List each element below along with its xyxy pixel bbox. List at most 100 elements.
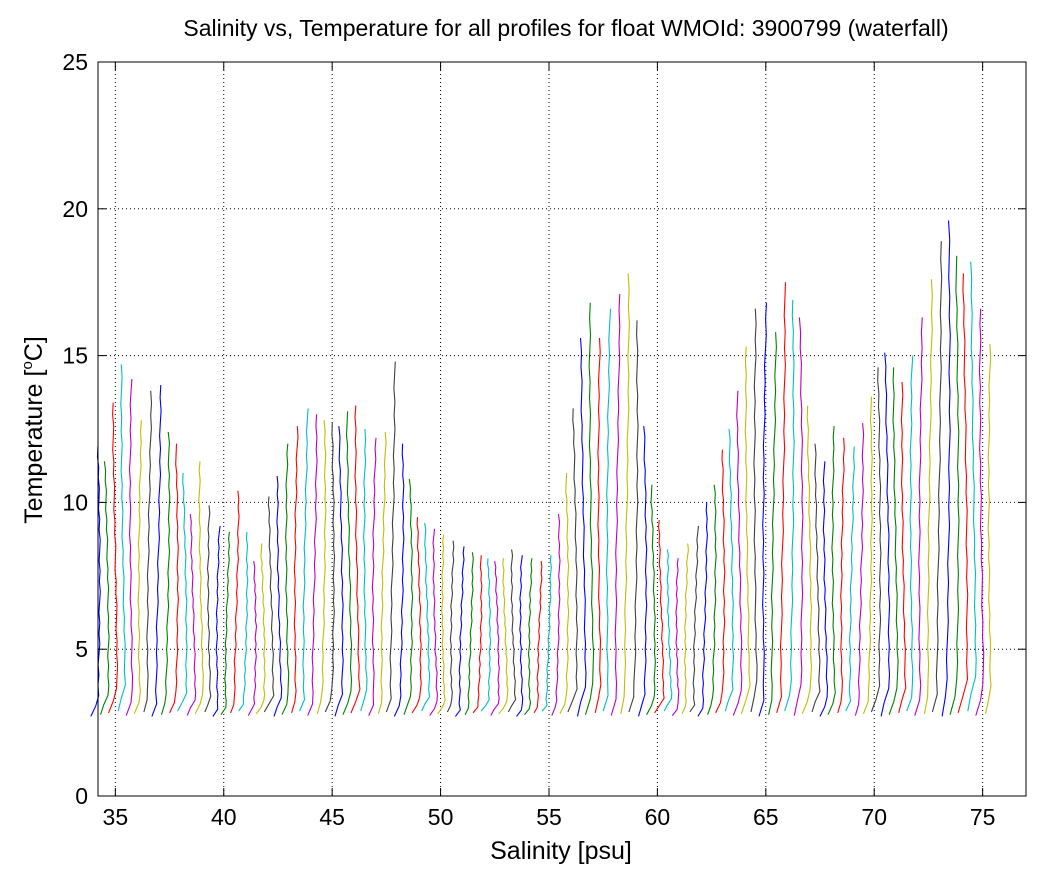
profile-line bbox=[880, 352, 891, 717]
profile-line bbox=[151, 384, 162, 717]
profile-line bbox=[90, 446, 101, 717]
profile-line bbox=[567, 408, 578, 713]
profile-line bbox=[914, 317, 923, 716]
y-tick-label: 15 bbox=[62, 343, 88, 369]
profile-line bbox=[957, 273, 969, 714]
profile-line bbox=[654, 519, 665, 714]
profile-line bbox=[507, 549, 517, 713]
profile-line bbox=[923, 279, 933, 714]
profile-line bbox=[576, 337, 587, 717]
profile-line bbox=[230, 490, 240, 714]
profile-line bbox=[628, 320, 639, 713]
profile-line bbox=[194, 461, 204, 715]
profile-line bbox=[342, 411, 353, 715]
profile-line bbox=[307, 414, 318, 716]
profile-line bbox=[480, 558, 492, 712]
profile-line bbox=[671, 558, 680, 716]
profile-line bbox=[291, 426, 299, 714]
profile-line bbox=[212, 525, 221, 717]
profile-line bbox=[854, 423, 865, 716]
profile-line bbox=[827, 426, 836, 715]
profile-line bbox=[220, 531, 230, 716]
profile-line bbox=[758, 302, 768, 717]
profile-line bbox=[385, 361, 396, 713]
profile-line bbox=[793, 317, 804, 716]
profile-line bbox=[143, 390, 153, 713]
profile-line bbox=[862, 396, 873, 715]
x-tick-label: 60 bbox=[645, 804, 671, 830]
profile-line bbox=[377, 431, 387, 714]
x-tick-label: 45 bbox=[319, 804, 345, 830]
y-axis-label-superscript: o bbox=[19, 361, 36, 369]
profile-line bbox=[454, 546, 465, 717]
profile-line bbox=[811, 443, 821, 713]
profile-line bbox=[429, 528, 438, 716]
profile-line bbox=[238, 531, 249, 712]
profile-line bbox=[732, 390, 743, 716]
profile-line bbox=[186, 514, 197, 716]
profile-line bbox=[160, 431, 171, 715]
profile-line bbox=[967, 261, 977, 712]
profile-line bbox=[551, 514, 561, 716]
profile-line bbox=[421, 522, 431, 712]
profile-line bbox=[169, 443, 179, 714]
x-tick-label: 70 bbox=[861, 804, 887, 830]
profile-line bbox=[255, 543, 266, 715]
profile-line bbox=[472, 555, 483, 714]
profile-line bbox=[117, 364, 127, 712]
x-axis-label: Salinity [psu] bbox=[490, 837, 632, 865]
profile-line bbox=[740, 346, 751, 714]
profile-line bbox=[931, 241, 943, 713]
profile-line bbox=[681, 543, 689, 715]
profile-line bbox=[898, 381, 907, 714]
profile-line bbox=[837, 437, 845, 714]
profile-line bbox=[437, 534, 446, 715]
profile-line bbox=[316, 420, 327, 714]
profile-line bbox=[516, 555, 524, 717]
profile-line bbox=[715, 449, 726, 714]
profile-line bbox=[107, 402, 119, 714]
profile-line bbox=[724, 428, 735, 712]
profile-line bbox=[750, 308, 758, 713]
chart-title: Salinity vs, Temperature for all profile… bbox=[183, 15, 948, 41]
profile-line bbox=[689, 525, 700, 713]
profile-line bbox=[541, 555, 552, 712]
grid-lines bbox=[98, 62, 1026, 796]
axis-ticks: 35 40 45 50 55 60 65 70 75 0 5 10 15 20 25 bbox=[62, 49, 1026, 830]
x-tick-label: 55 bbox=[536, 804, 562, 830]
profile-line bbox=[984, 343, 992, 714]
profile-line bbox=[845, 446, 855, 712]
profile-line bbox=[975, 308, 985, 716]
profile-line bbox=[801, 405, 813, 715]
x-tick-label: 35 bbox=[103, 804, 129, 830]
profile-line bbox=[941, 220, 951, 717]
profile-line bbox=[393, 443, 405, 717]
profile-line bbox=[403, 478, 414, 715]
profile-line bbox=[204, 505, 212, 713]
y-tick-label: 5 bbox=[75, 636, 88, 662]
profile-line bbox=[602, 308, 612, 712]
profile-line bbox=[533, 561, 543, 714]
y-tick-label: 20 bbox=[62, 196, 88, 222]
profile-line bbox=[247, 560, 258, 716]
profile-line bbox=[584, 302, 595, 715]
profile-line bbox=[99, 461, 110, 715]
x-tick-label: 65 bbox=[753, 804, 779, 830]
y-tick-label: 25 bbox=[62, 49, 88, 75]
profile-line bbox=[637, 426, 648, 717]
y-axis-label: Temperature [oC] bbox=[19, 336, 48, 524]
y-axis-label-main: Temperature [ bbox=[20, 370, 48, 524]
profile-line bbox=[906, 355, 914, 712]
profile-line bbox=[368, 437, 377, 716]
y-tick-label: 10 bbox=[62, 489, 88, 515]
y-axis-label-end: C] bbox=[20, 336, 48, 361]
profile-line bbox=[870, 367, 882, 713]
profile-line bbox=[324, 423, 336, 713]
profile-line bbox=[498, 558, 509, 715]
x-tick-label: 75 bbox=[970, 804, 996, 830]
profile-line bbox=[133, 420, 142, 715]
profile-line bbox=[281, 443, 290, 715]
profile-line bbox=[610, 293, 621, 716]
x-tick-label: 40 bbox=[211, 804, 237, 830]
